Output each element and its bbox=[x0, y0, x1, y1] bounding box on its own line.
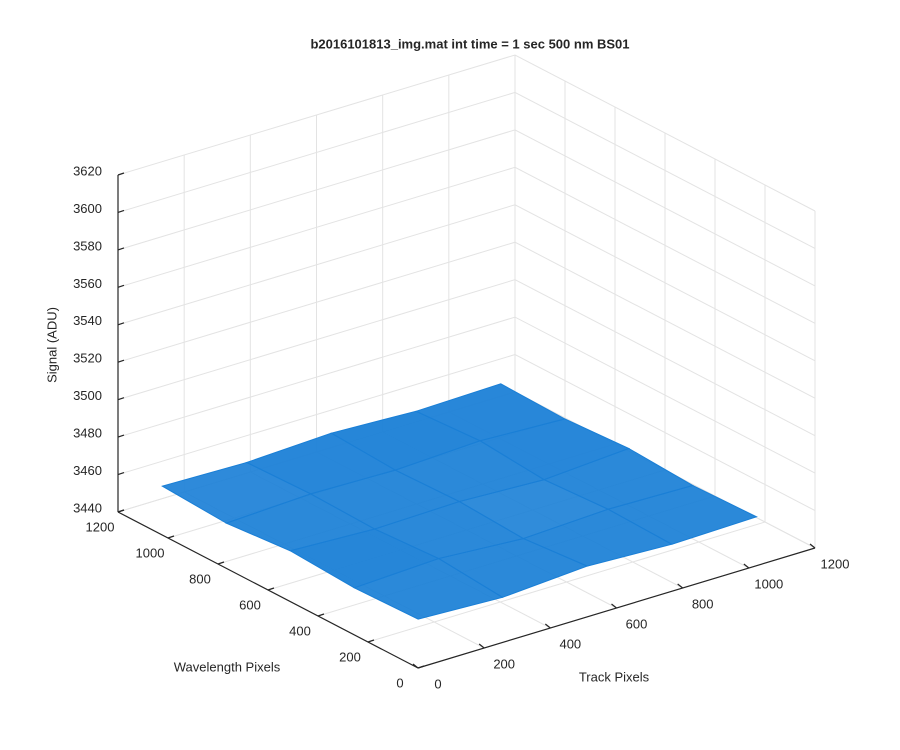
x-tick bbox=[809, 543, 816, 549]
x-tick bbox=[611, 603, 617, 609]
grid-line bbox=[117, 241, 816, 399]
y-tick-label: 600 bbox=[239, 597, 261, 612]
y-tick-label: 1000 bbox=[136, 545, 165, 560]
z-tick bbox=[117, 359, 125, 363]
grid-line bbox=[117, 354, 816, 511]
z-tick-label: 3560 bbox=[73, 276, 102, 291]
y-tick bbox=[367, 639, 375, 643]
z-tick-label: 3480 bbox=[73, 426, 102, 441]
x-tick bbox=[412, 663, 419, 669]
y-tick bbox=[267, 587, 275, 591]
grid-line bbox=[117, 166, 816, 324]
y-axis-label: Wavelength Pixels bbox=[174, 659, 281, 674]
z-tick bbox=[117, 172, 125, 176]
x-tick bbox=[478, 643, 485, 649]
grid-line bbox=[117, 129, 816, 287]
y-tick bbox=[317, 613, 325, 617]
grid-line bbox=[117, 204, 816, 362]
x-tick-label: 0 bbox=[434, 676, 441, 691]
y-tick bbox=[417, 665, 425, 669]
z-tick-label: 3500 bbox=[73, 388, 102, 403]
z-tick bbox=[117, 471, 125, 476]
y-tick bbox=[217, 561, 225, 565]
z-tick bbox=[117, 434, 125, 438]
x-tick-label: 600 bbox=[626, 616, 648, 631]
x-axis-label: Track Pixels bbox=[579, 669, 650, 684]
z-tick bbox=[117, 509, 125, 513]
grid-line bbox=[117, 54, 816, 212]
x-tick bbox=[743, 563, 750, 569]
y-tick-label: 200 bbox=[339, 649, 361, 664]
x-tick-label: 800 bbox=[692, 596, 714, 611]
z-tick bbox=[117, 284, 125, 288]
grid-line bbox=[117, 316, 816, 474]
x-tick-label: 400 bbox=[559, 636, 581, 651]
y-tick-label: 1200 bbox=[86, 519, 115, 534]
y-tick-label: 0 bbox=[396, 675, 403, 690]
z-tick bbox=[117, 247, 125, 251]
x-tick bbox=[677, 583, 684, 589]
z-tick-label: 3520 bbox=[73, 351, 102, 366]
x-tick bbox=[544, 623, 551, 629]
surface-patch bbox=[353, 558, 504, 620]
z-tick-label: 3620 bbox=[73, 163, 102, 178]
y-tick-label: 400 bbox=[289, 623, 311, 638]
z-tick bbox=[117, 209, 125, 214]
z-tick-label: 3460 bbox=[73, 463, 102, 478]
z-axis-label: Signal (ADU) bbox=[44, 307, 59, 383]
grid-line bbox=[117, 279, 816, 437]
x-tick-label: 1200 bbox=[821, 556, 850, 571]
grid-line bbox=[117, 91, 816, 249]
z-tick bbox=[117, 397, 125, 401]
chart-title: b2016101813_img.mat int time = 1 sec 500… bbox=[310, 36, 629, 51]
z-tick-label: 3580 bbox=[73, 238, 102, 253]
y-tick bbox=[167, 535, 175, 539]
z-tick-label: 3540 bbox=[73, 313, 102, 328]
x-tick-label: 1000 bbox=[754, 576, 783, 591]
z-tick-label: 3440 bbox=[73, 500, 102, 515]
z-tick-label: 3600 bbox=[73, 201, 102, 216]
x-tick-label: 200 bbox=[493, 656, 515, 671]
y-tick-label: 800 bbox=[189, 571, 211, 586]
z-tick bbox=[117, 322, 125, 326]
